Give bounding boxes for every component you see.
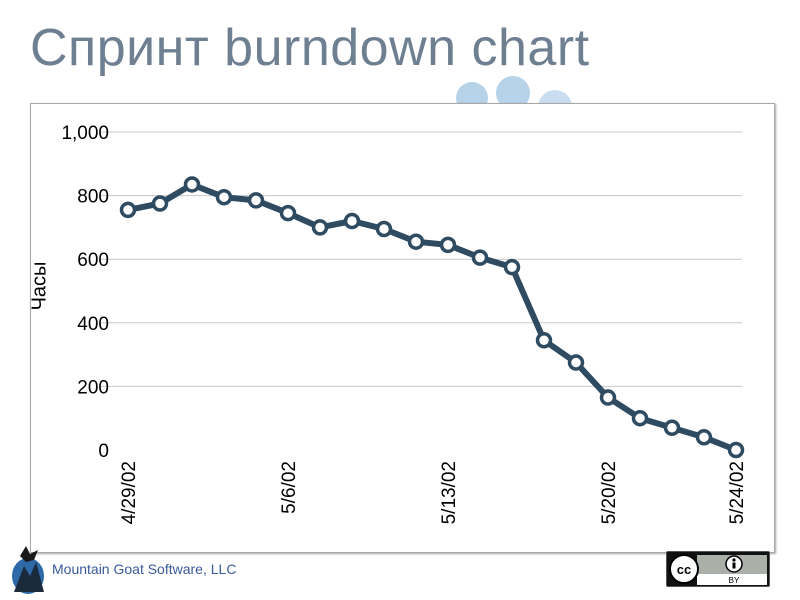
data-point [279,204,297,222]
series-points [119,176,745,459]
data-point [343,212,361,230]
x-tick-label: 5/6/02 [279,461,300,514]
gridlines [101,131,742,387]
x-tick-label: 4/29/02 [119,461,140,524]
data-point [471,249,489,266]
x-tick-label: 5/20/02 [599,461,620,524]
y-tick-label: 800 [77,187,109,208]
slide-title: Спринт burndown chart [30,19,590,77]
data-point [375,220,393,238]
data-point [695,429,713,446]
burndown-line [125,181,739,453]
data-point [663,419,681,436]
y-tick-label: 200 [77,377,109,398]
data-point [311,219,329,236]
cc-text: cc [677,562,691,577]
data-point [151,195,169,212]
data-point [631,409,649,427]
series-line [125,181,739,453]
data-point [247,192,265,209]
chart-frame: 0 200 400 600 800 1,000 4/29/02 5/6/02 5/13/02 5… [30,103,775,553]
y-axis-ticks: 0 200 400 600 800 1,000 [61,123,109,462]
y-tick-label: 0 [98,441,109,462]
data-point [183,176,201,193]
data-point [503,258,521,276]
x-axis-ticks: 4/29/02 5/6/02 5/13/02 5/20/02 5/24/02 [119,461,748,524]
data-point [567,354,585,371]
cc-license-badge[interactable]: cc BY [666,551,770,587]
data-point [535,332,553,349]
x-tick-label: 5/24/02 [727,461,748,524]
data-point [215,188,233,206]
data-point [119,201,137,219]
data-point [727,441,745,459]
by-text: BY [729,576,740,585]
data-point [407,233,425,250]
y-axis-label: Часы [28,261,51,311]
y-tick-label: 1,000 [61,123,109,144]
data-point [439,236,457,254]
y-tick-label: 400 [77,314,109,335]
y-tick-label: 600 [77,250,109,271]
data-point [599,389,617,406]
footer-company: Mountain Goat Software, LLC [52,561,237,577]
x-tick-label: 5/13/02 [439,461,460,524]
mountain-goat-logo [12,546,44,594]
burndown-chart: 0 200 400 600 800 1,000 4/29/02 5/6/02 5/13/02 5… [61,123,748,524]
